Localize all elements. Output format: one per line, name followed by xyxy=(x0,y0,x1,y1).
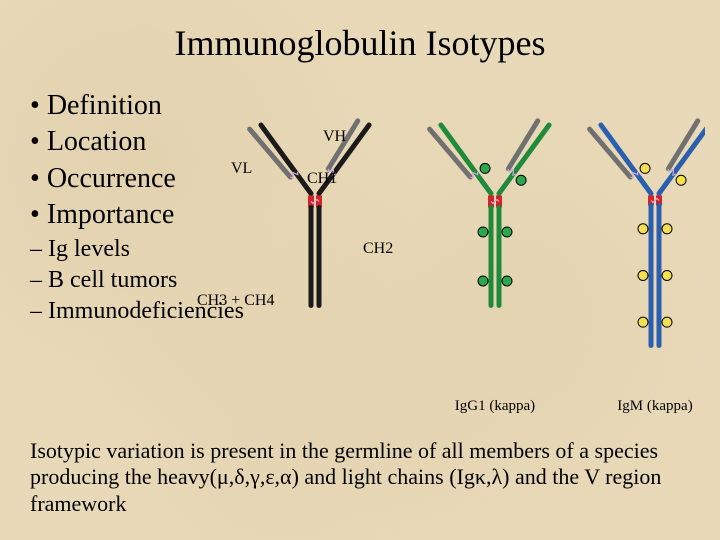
label-vh: VH xyxy=(323,128,346,146)
label-ch3-ch4: CH3 + CH4 xyxy=(197,292,274,310)
label-ch2: CH2 xyxy=(363,240,393,258)
footer-text: Isotypic variation is present in the ger… xyxy=(30,438,690,517)
caption-igg: IgG1 (kappa) xyxy=(445,398,545,415)
page-title: Immunoglobulin Isotypes xyxy=(0,22,720,64)
subbullet-ig-levels: Ig levels xyxy=(30,234,244,265)
bullet-definition: Definition xyxy=(30,88,244,124)
bullet-occurrence: Occurrence xyxy=(30,161,244,197)
caption-igm: IgM (kappa) xyxy=(605,398,705,415)
label-vl: VL xyxy=(231,160,252,178)
antibody-svg xyxy=(235,110,705,410)
bullet-importance: Importance xyxy=(30,197,244,233)
bullet-location: Location xyxy=(30,124,244,160)
label-ch1: CH1 xyxy=(307,170,337,188)
antibody-diagram-area: VL VH CH1 CH2 CH3 + CH4 IgG1 (kappa) IgM… xyxy=(235,110,705,410)
